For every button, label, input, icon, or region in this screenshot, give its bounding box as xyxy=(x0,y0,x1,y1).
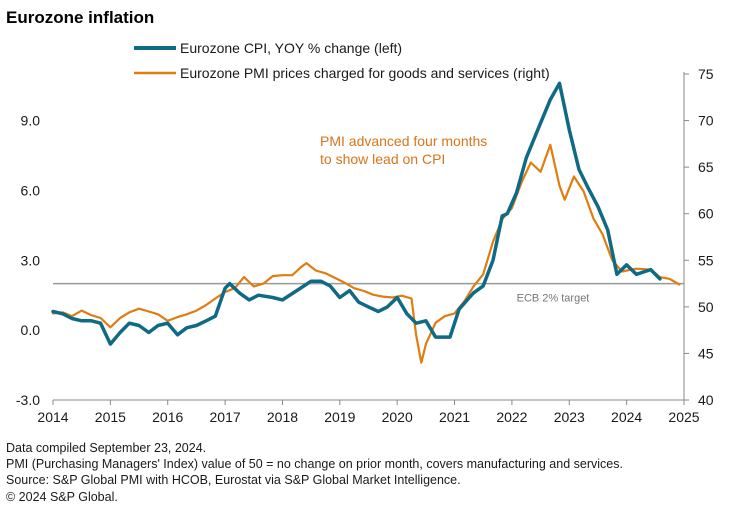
pmi-series-line xyxy=(51,143,681,364)
footer-date: Data compiled September 23, 2024. xyxy=(6,441,207,455)
reference-line-group: ECB 2% target xyxy=(53,282,684,305)
footer-source: Source: S&P Global PMI with HCOB, Eurost… xyxy=(6,473,461,488)
chart-legend: Eurozone CPI, YOY % change (left) Eurozo… xyxy=(134,40,550,81)
chart-axes: 2014 2015 2016 2017 2018 2019 2020 2021 2022 2023… xyxy=(16,66,714,425)
y-right-tick-label: 65 xyxy=(698,159,714,175)
x-tick-label: 2023 xyxy=(554,409,585,425)
x-tick-label: 2020 xyxy=(382,409,413,425)
chart-annotation: PMI advanced four months to show lead on… xyxy=(320,133,491,167)
eurozone-inflation-chart: Eurozone inflation Eurozone CPI, YOY % c… xyxy=(6,8,714,425)
x-tick-label: 2025 xyxy=(668,409,699,425)
x-tick-label: 2022 xyxy=(496,409,527,425)
y-left-tick-label: 6.0 xyxy=(21,182,41,198)
x-tick-label: 2015 xyxy=(95,409,126,425)
ecb-target-label: ECB 2% target xyxy=(517,293,590,305)
chart-title: Eurozone inflation xyxy=(6,8,154,27)
x-tick-label: 2016 xyxy=(152,409,183,425)
legend-label-cpi: Eurozone CPI, YOY % change (left) xyxy=(180,40,402,56)
annotation-line-2: to show lead on CPI xyxy=(320,151,445,167)
y-right-tick-label: 75 xyxy=(698,66,714,82)
x-tick-label: 2021 xyxy=(439,409,470,425)
y-right-tick-label: 60 xyxy=(698,206,714,222)
y-left-tick-label: 9.0 xyxy=(21,113,41,129)
chart-footer: Data compiled September 23, 2024. PMI (P… xyxy=(6,440,730,505)
footer-pmi-note: PMI (Purchasing Managers' Index) value o… xyxy=(6,457,623,472)
series-lines xyxy=(51,81,681,364)
footer-copyright: © 2024 S&P Global. xyxy=(6,489,118,504)
y-right-tick-label: 45 xyxy=(698,345,714,361)
x-tick-label: 2018 xyxy=(267,409,298,425)
y-right-tick-label: 70 xyxy=(698,113,714,129)
cpi-series-line xyxy=(51,81,662,346)
x-tick-label: 2017 xyxy=(210,409,241,425)
y-left-tick-label: -3.0 xyxy=(16,392,40,408)
y-right-tick-label: 50 xyxy=(698,299,714,315)
x-tick-label: 2014 xyxy=(37,409,68,425)
x-tick-label: 2024 xyxy=(611,409,642,425)
y-right-tick-label: 55 xyxy=(698,252,714,268)
y-right-tick-label: 40 xyxy=(698,392,714,408)
annotation-line-1: PMI advanced four months xyxy=(320,133,487,149)
x-tick-label: 2019 xyxy=(324,409,355,425)
y-left-tick-label: 3.0 xyxy=(21,252,41,268)
y-left-tick-label: 0.0 xyxy=(21,322,41,338)
legend-label-pmi: Eurozone PMI prices charged for goods an… xyxy=(180,65,550,81)
